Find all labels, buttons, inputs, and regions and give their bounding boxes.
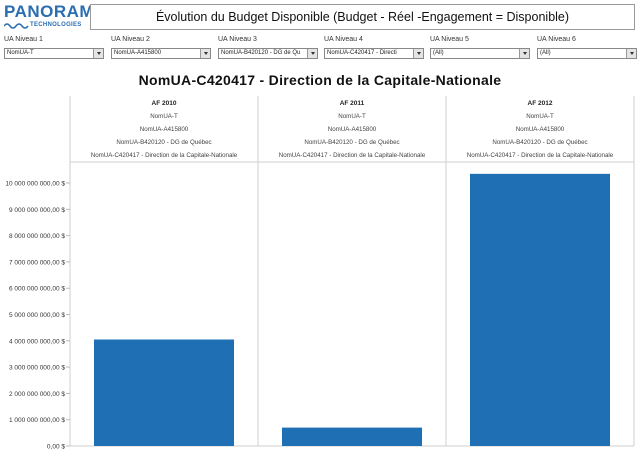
- filter-label: UA Niveau 1: [4, 36, 43, 43]
- y-tick-label: 0,00 $: [47, 444, 65, 451]
- filter-ua-niveau-5: UA Niveau 5 (All): [430, 35, 530, 59]
- header-row-label: NomUA-C420417 - Direction de la Capitale…: [91, 152, 238, 159]
- header-row-label: NomUA-T: [526, 113, 554, 120]
- logo-subtext: TECHNOLOGIES: [30, 22, 82, 28]
- filter-ua-niveau-1: UA Niveau 1 NomUA-T: [4, 35, 104, 59]
- wave-icon: [4, 23, 29, 29]
- y-tick-label: 5 000 000 000,00 $: [9, 312, 65, 319]
- filter-value: NomUA-C420417 - Directi: [327, 50, 397, 56]
- bar: [282, 427, 422, 446]
- chevron-down-icon[interactable]: [519, 49, 529, 58]
- filter-select-ua-niveau-2[interactable]: NomUA-A415800: [111, 48, 211, 59]
- filter-ua-niveau-6: UA Niveau 6 (All): [537, 35, 637, 59]
- y-tick-label: 4 000 000 000,00 $: [9, 338, 65, 345]
- panorama-logo: PANORAMA TECHNOLOGIES: [4, 3, 106, 33]
- chevron-down-icon[interactable]: [307, 49, 317, 58]
- header-row-label: NomUA-C420417 - Direction de la Capitale…: [467, 152, 614, 159]
- dashboard-title: Évolution du Budget Disponible (Budget -…: [90, 4, 635, 30]
- header-row-label: NomUA-B420120 - DG de Québec: [492, 139, 587, 146]
- header-row-label: NomUA-T: [338, 113, 366, 120]
- header-row-label: NomUA-B420120 - DG de Québec: [304, 139, 399, 146]
- filter-select-ua-niveau-5[interactable]: (All): [430, 48, 530, 59]
- y-tick-label: 9 000 000 000,00 $: [9, 207, 65, 214]
- filter-value: (All): [540, 50, 551, 56]
- header-row-label: NomUA-A415800: [516, 126, 565, 133]
- y-tick-label: 6 000 000 000,00 $: [9, 286, 65, 293]
- bar: [94, 339, 234, 446]
- header-row-label: NomUA-B420120 - DG de Québec: [116, 139, 211, 146]
- chevron-down-icon[interactable]: [413, 49, 423, 58]
- y-tick-label: 10 000 000 000,00 $: [5, 181, 65, 188]
- y-tick-label: 7 000 000 000,00 $: [9, 259, 65, 266]
- filter-ua-niveau-3: UA Niveau 3 NomUA-B420120 - DG de Qu: [218, 35, 318, 59]
- y-tick-label: 3 000 000 000,00 $: [9, 365, 65, 372]
- filter-ua-niveau-2: UA Niveau 2 NomUA-A415800: [111, 35, 211, 59]
- header-row-label: NomUA-C420417 - Direction de la Capitale…: [279, 152, 426, 159]
- filter-label: UA Niveau 5: [430, 36, 469, 43]
- logo-text: PANORAMA: [4, 2, 107, 21]
- y-tick-label: 2 000 000 000,00 $: [9, 391, 65, 398]
- bar: [470, 173, 610, 447]
- chevron-down-icon[interactable]: [626, 49, 636, 58]
- filter-value: NomUA-B420120 - DG de Qu: [221, 50, 301, 56]
- filter-select-ua-niveau-1[interactable]: NomUA-T: [4, 48, 104, 59]
- header-row-label: NomUA-A415800: [140, 126, 189, 133]
- filter-select-ua-niveau-3[interactable]: NomUA-B420120 - DG de Qu: [218, 48, 318, 59]
- filter-label: UA Niveau 6: [537, 36, 576, 43]
- filter-value: NomUA-A415800: [114, 50, 162, 56]
- chart-title: NomUA-C420417 - Direction de la Capitale…: [138, 72, 502, 88]
- filter-label: UA Niveau 2: [111, 36, 150, 43]
- category-label: AF 2011: [340, 100, 365, 107]
- y-tick-label: 1 000 000 000,00 $: [9, 417, 65, 424]
- filter-select-ua-niveau-6[interactable]: (All): [537, 48, 637, 59]
- chevron-down-icon[interactable]: [200, 49, 210, 58]
- filter-label: UA Niveau 4: [324, 36, 363, 43]
- filter-value: (All): [433, 50, 444, 56]
- filter-label: UA Niveau 3: [218, 36, 257, 43]
- y-tick-label: 8 000 000 000,00 $: [9, 233, 65, 240]
- filter-value: NomUA-T: [7, 50, 34, 56]
- category-label: AF 2010: [152, 100, 177, 107]
- category-label: AF 2012: [528, 100, 553, 107]
- chevron-down-icon[interactable]: [93, 49, 103, 58]
- filter-select-ua-niveau-4[interactable]: NomUA-C420417 - Directi: [324, 48, 424, 59]
- header-row-label: NomUA-T: [150, 113, 178, 120]
- header-row-label: NomUA-A415800: [328, 126, 377, 133]
- filter-ua-niveau-4: UA Niveau 4 NomUA-C420417 - Directi: [324, 35, 424, 59]
